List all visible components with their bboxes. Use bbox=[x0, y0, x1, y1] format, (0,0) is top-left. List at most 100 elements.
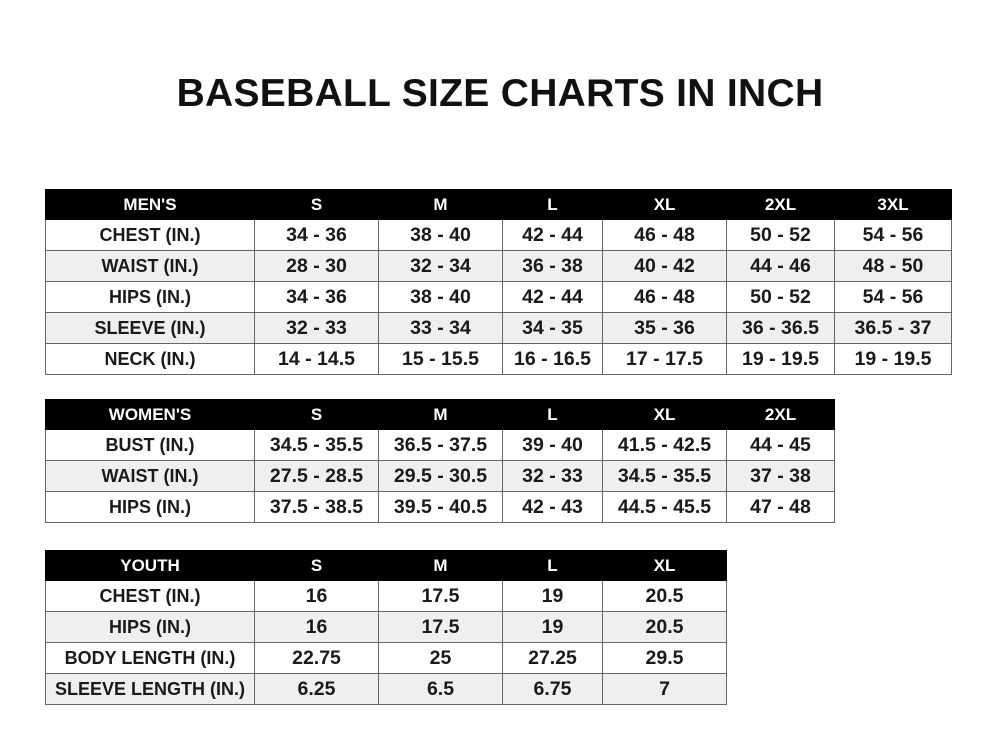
size-value: 37 - 38 bbox=[726, 460, 835, 492]
measurement-label: BODY LENGTH (IN.) bbox=[45, 642, 255, 674]
size-value: 36 - 36.5 bbox=[726, 312, 835, 344]
measurement-label: HIPS (IN.) bbox=[45, 281, 255, 313]
size-value: 6.25 bbox=[254, 673, 379, 705]
size-value: 34.5 - 35.5 bbox=[254, 429, 379, 461]
category-header: WOMEN'S bbox=[45, 399, 255, 430]
size-value: 27.25 bbox=[502, 642, 603, 674]
size-value: 46 - 48 bbox=[602, 281, 727, 313]
size-value: 6.5 bbox=[378, 673, 503, 705]
size-value: 28 - 30 bbox=[254, 250, 379, 282]
size-value: 37.5 - 38.5 bbox=[254, 491, 379, 523]
size-value: 39.5 - 40.5 bbox=[378, 491, 503, 523]
size-value: 20.5 bbox=[602, 611, 727, 643]
category-header: MEN'S bbox=[45, 189, 255, 220]
table-row: HIPS (IN.) 16 17.5 19 20.5 bbox=[45, 611, 727, 643]
size-value: 38 - 40 bbox=[378, 219, 503, 251]
size-header: L bbox=[502, 550, 603, 581]
table-row: SLEEVE (IN.) 32 - 33 33 - 34 34 - 35 35 - 36… bbox=[45, 312, 952, 344]
size-value: 19 - 19.5 bbox=[726, 343, 835, 375]
measurement-label: BUST (IN.) bbox=[45, 429, 255, 461]
size-value: 36.5 - 37.5 bbox=[378, 429, 503, 461]
header-row: MEN'S S M L XL 2XL 3XL bbox=[45, 189, 952, 220]
size-header: 2XL bbox=[726, 399, 835, 430]
size-header: L bbox=[502, 399, 603, 430]
measurement-label: HIPS (IN.) bbox=[45, 491, 255, 523]
size-value: 16 bbox=[254, 611, 379, 643]
size-header: S bbox=[254, 189, 379, 220]
size-header: M bbox=[378, 189, 503, 220]
size-value: 33 - 34 bbox=[378, 312, 503, 344]
measurement-label: HIPS (IN.) bbox=[45, 611, 255, 643]
size-value: 32 - 33 bbox=[254, 312, 379, 344]
size-header: L bbox=[502, 189, 603, 220]
size-value: 20.5 bbox=[602, 580, 727, 612]
size-value: 34 - 36 bbox=[254, 281, 379, 313]
header-row: WOMEN'S S M L XL 2XL bbox=[45, 399, 835, 430]
size-value: 50 - 52 bbox=[726, 281, 835, 313]
page-title: BASEBALL SIZE CHARTS IN INCH bbox=[176, 72, 824, 115]
size-value: 42 - 43 bbox=[502, 491, 603, 523]
size-value: 54 - 56 bbox=[834, 219, 952, 251]
size-value: 50 - 52 bbox=[726, 219, 835, 251]
size-value: 35 - 36 bbox=[602, 312, 727, 344]
size-value: 17 - 17.5 bbox=[602, 343, 727, 375]
table-row: CHEST (IN.) 16 17.5 19 20.5 bbox=[45, 580, 727, 612]
size-value: 46 - 48 bbox=[602, 219, 727, 251]
size-value: 29.5 - 30.5 bbox=[378, 460, 503, 492]
size-value: 15 - 15.5 bbox=[378, 343, 503, 375]
size-value: 42 - 44 bbox=[502, 281, 603, 313]
size-value: 19 bbox=[502, 611, 603, 643]
size-value: 36 - 38 bbox=[502, 250, 603, 282]
size-value: 36.5 - 37 bbox=[834, 312, 952, 344]
measurement-label: SLEEVE LENGTH (IN.) bbox=[45, 673, 255, 705]
table-row: CHEST (IN.) 34 - 36 38 - 40 42 - 44 46 - 48 5… bbox=[45, 219, 952, 251]
table-row: HIPS (IN.) 34 - 36 38 - 40 42 - 44 46 - 48 50… bbox=[45, 281, 952, 313]
size-value: 17.5 bbox=[378, 580, 503, 612]
size-value: 44.5 - 45.5 bbox=[602, 491, 727, 523]
measurement-label: CHEST (IN.) bbox=[45, 580, 255, 612]
size-header: M bbox=[378, 399, 503, 430]
size-value: 17.5 bbox=[378, 611, 503, 643]
size-value: 38 - 40 bbox=[378, 281, 503, 313]
size-value: 32 - 34 bbox=[378, 250, 503, 282]
size-value: 6.75 bbox=[502, 673, 603, 705]
size-value: 42 - 44 bbox=[502, 219, 603, 251]
header-row: YOUTH S M L XL bbox=[45, 550, 727, 581]
measurement-label: NECK (IN.) bbox=[45, 343, 255, 375]
size-header: XL bbox=[602, 189, 727, 220]
size-value: 47 - 48 bbox=[726, 491, 835, 523]
measurement-label: SLEEVE (IN.) bbox=[45, 312, 255, 344]
measurement-label: WAIST (IN.) bbox=[45, 250, 255, 282]
size-header: S bbox=[254, 399, 379, 430]
size-value: 16 - 16.5 bbox=[502, 343, 603, 375]
youth-size-table: YOUTH S M L XL CHEST (IN.) 16 17.5 19 20.5 HIPS (I… bbox=[45, 550, 727, 705]
size-value: 22.75 bbox=[254, 642, 379, 674]
size-value: 34 - 35 bbox=[502, 312, 603, 344]
mens-size-table: MEN'S S M L XL 2XL 3XL CHEST (IN.) 34 - 36 38 - 4… bbox=[45, 189, 952, 375]
size-header: XL bbox=[602, 550, 727, 581]
size-value: 19 - 19.5 bbox=[834, 343, 952, 375]
size-value: 14 - 14.5 bbox=[254, 343, 379, 375]
size-value: 44 - 45 bbox=[726, 429, 835, 461]
size-value: 39 - 40 bbox=[502, 429, 603, 461]
womens-size-table: WOMEN'S S M L XL 2XL BUST (IN.) 34.5 - 35.5 36.5… bbox=[45, 399, 835, 523]
size-value: 34.5 - 35.5 bbox=[602, 460, 727, 492]
size-value: 34 - 36 bbox=[254, 219, 379, 251]
table-row: BODY LENGTH (IN.) 22.75 25 27.25 29.5 bbox=[45, 642, 727, 674]
measurement-label: CHEST (IN.) bbox=[45, 219, 255, 251]
measurement-label: WAIST (IN.) bbox=[45, 460, 255, 492]
size-value: 7 bbox=[602, 673, 727, 705]
size-value: 19 bbox=[502, 580, 603, 612]
size-value: 27.5 - 28.5 bbox=[254, 460, 379, 492]
size-value: 48 - 50 bbox=[834, 250, 952, 282]
size-value: 44 - 46 bbox=[726, 250, 835, 282]
size-value: 54 - 56 bbox=[834, 281, 952, 313]
size-header: XL bbox=[602, 399, 727, 430]
table-row: WAIST (IN.) 28 - 30 32 - 34 36 - 38 40 - 42 4… bbox=[45, 250, 952, 282]
table-row: SLEEVE LENGTH (IN.) 6.25 6.5 6.75 7 bbox=[45, 673, 727, 705]
size-value: 40 - 42 bbox=[602, 250, 727, 282]
table-row: HIPS (IN.) 37.5 - 38.5 39.5 - 40.5 42 - 43 4… bbox=[45, 491, 835, 523]
size-header: S bbox=[254, 550, 379, 581]
size-value: 25 bbox=[378, 642, 503, 674]
size-value: 29.5 bbox=[602, 642, 727, 674]
